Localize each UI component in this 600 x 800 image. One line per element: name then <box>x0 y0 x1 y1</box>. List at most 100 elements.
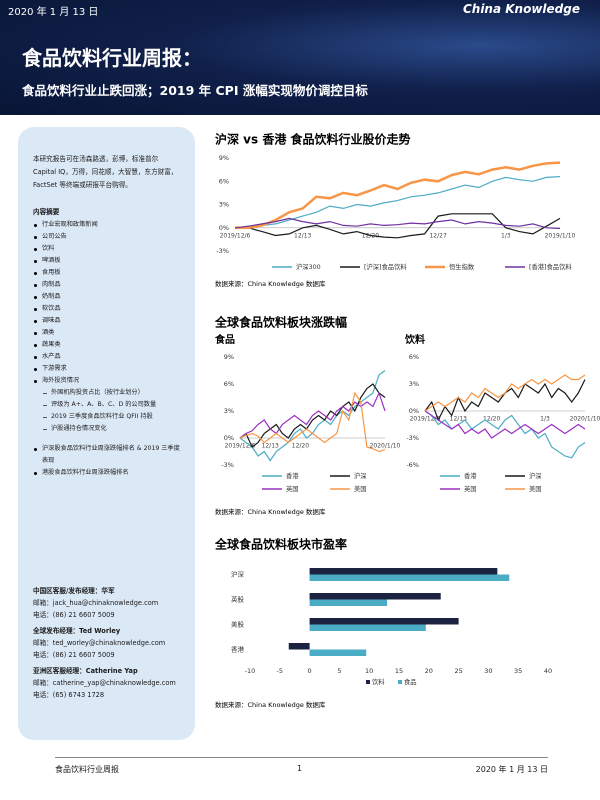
contact-phone: 电话：(65) 6743 1728 <box>33 691 105 699</box>
toc-item: 行业宏观和政策新闻 <box>33 219 183 231</box>
toc-item: 蔬果类 <box>33 339 183 351</box>
x-tick-label: 40 <box>544 667 552 675</box>
toc-item: 啤酒板 <box>33 255 183 267</box>
toc-subitem: 沪股通持仓情况变化 <box>33 423 183 435</box>
y-tick-label: -3% <box>406 434 419 442</box>
x-tick-label: 0 <box>308 667 312 675</box>
sidebar: 本研究报告可在汤森路透，彭博，标准普尔 Capital IQ，万得，同花顺，大智… <box>18 127 195 740</box>
legend-label: 沪深 <box>354 471 367 480</box>
x-tick-label: 12/27 <box>429 232 446 239</box>
x-tick-label: 2019/12/6 <box>410 416 441 423</box>
y-tick-label: 0% <box>409 407 419 415</box>
x-tick-label: 2020/1/10 <box>370 443 401 450</box>
legend-swatch <box>398 680 402 684</box>
report-title: 食品饮料行业周报： <box>22 46 202 70</box>
legend-label: [沪深]食品饮料 <box>364 262 407 271</box>
toc-item: 饮料 <box>33 243 183 255</box>
toc-item: 下游需求 <box>33 363 183 375</box>
y-tick-label: 6% <box>219 177 229 185</box>
x-tick-label: 35 <box>514 667 522 675</box>
y-tick-label: 9% <box>224 353 234 361</box>
section-title: 全球食品饮料板块涨跌幅 <box>214 315 347 330</box>
chart-title: 沪深 vs 香港 食品饮料行业股价走势 <box>215 132 411 147</box>
y-tick-label: 9% <box>219 154 229 162</box>
bar <box>288 643 310 650</box>
legend-label: 美国 <box>354 484 367 493</box>
y-tick-label: -6% <box>406 461 419 469</box>
footer-rule <box>55 757 548 758</box>
contact-role: 全球发布经理：Ted Worley <box>33 627 121 635</box>
legend-swatch <box>366 680 370 684</box>
x-tick-label: 1/3 <box>540 416 550 423</box>
x-tick-label: 25 <box>454 667 462 675</box>
x-tick-label: 12/20 <box>292 443 309 450</box>
y-tick-label: -3% <box>221 461 234 469</box>
x-tick-label: 30 <box>484 667 492 675</box>
x-tick-label: 2019/12/6 <box>225 443 256 450</box>
legend-label: 恒生指数 <box>449 262 475 271</box>
x-tick-label: 2019/1/10 <box>545 232 576 239</box>
x-tick-label: 5 <box>337 667 341 675</box>
toc-subitem: 2019 三季度食品饮料行业 QFII 持股 <box>33 411 183 423</box>
toc-item: 调味品 <box>33 315 183 327</box>
contact: 全球发布经理：Ted Worley 邮箱：ted_worley@chinaknow… <box>33 625 193 661</box>
chart-title: 食品 <box>214 333 235 346</box>
bar <box>309 599 388 606</box>
toc-subitem: 评级为 A+、A、B、C、D 的公司数量 <box>33 399 183 411</box>
x-tick-label: 2019/12/6 <box>220 232 251 239</box>
series-line <box>235 213 561 239</box>
sidebar-content: 本研究报告可在汤森路透，彭博，标准普尔 Capital IQ，万得，同花顺，大智… <box>33 153 183 479</box>
legend-label: 美国 <box>529 484 542 493</box>
footer-date: 2020 年 1 月 13 日 <box>475 765 548 774</box>
series-line <box>239 391 386 453</box>
y-tick-label: 0% <box>219 224 229 232</box>
contact-role: 中国区客服/发布经理：华军 <box>33 587 115 595</box>
x-tick-label: 15 <box>395 667 403 675</box>
y-tick-label: 3% <box>219 201 229 209</box>
contact-phone: 电话：(86) 21 6607 5009 <box>33 611 115 619</box>
toc-item: 港股食品饮料行业周涨跌幅排名 <box>33 467 183 479</box>
contact-email: 邮箱：jack_hua@chinaknowledge.com <box>33 599 159 607</box>
chart-title: 饮料 <box>404 333 425 346</box>
toc-extra: 沪深股食品饮料行业周涨跌幅排名 & 2019 三季度表现 港股食品饮料行业周涨跌幅… <box>33 443 183 479</box>
category-label: 美股 <box>231 620 245 629</box>
y-tick-label: 6% <box>409 353 419 361</box>
x-tick-label: 1/3 <box>501 232 511 239</box>
series-line <box>239 383 386 448</box>
category-label: 英股 <box>231 595 245 604</box>
x-tick-label: 12/13 <box>262 443 279 450</box>
x-tick-label: -5 <box>277 667 283 675</box>
series-line <box>235 161 561 230</box>
legend-label: 饮料 <box>372 677 385 686</box>
bar <box>309 649 367 656</box>
contact: 亚洲区客服经理：Catherine Yap 邮箱：catherine_yap@ch… <box>33 665 193 701</box>
x-tick-label: 12/20 <box>483 416 500 423</box>
series-line <box>424 379 586 422</box>
y-tick-label: 3% <box>224 407 234 415</box>
toc-item: 软饮品 <box>33 303 183 315</box>
category-label: 沪深 <box>231 570 245 579</box>
logo: China Knowledge <box>462 2 580 16</box>
y-tick-label: 0% <box>224 434 234 442</box>
toc-item: 海外投资情况 <box>33 375 183 387</box>
report-subtitle: 食品饮料行业止跌回涨；2019 年 CPI 涨幅实现物价调控目标 <box>22 83 368 98</box>
footer-title: 食品饮料行业周报 <box>55 765 119 774</box>
page-number: 1 <box>297 764 303 773</box>
legend-label: 沪深300 <box>296 262 321 271</box>
toc-item: 肉制品 <box>33 279 183 291</box>
series-line <box>234 176 561 229</box>
toc-subitem: 外国机构投资占比（按行业划分） <box>33 387 183 399</box>
source-note: 数据来源：China Knowledge 数据库 <box>215 700 326 709</box>
y-tick-label: 6% <box>224 380 234 388</box>
bar <box>309 593 441 600</box>
y-tick-label: -3% <box>216 247 229 255</box>
source-note: 数据来源：China Knowledge 数据库 <box>215 279 326 288</box>
header: 2020 年 1 月 13 日 China Knowledge 食品饮料行业周报… <box>0 0 600 115</box>
contact-phone: 电话：(86) 21 6607 5009 <box>33 651 115 659</box>
legend-label: 英国 <box>286 484 299 493</box>
legend-label: 食品 <box>404 677 417 686</box>
bar <box>309 618 459 625</box>
bar <box>309 574 510 581</box>
